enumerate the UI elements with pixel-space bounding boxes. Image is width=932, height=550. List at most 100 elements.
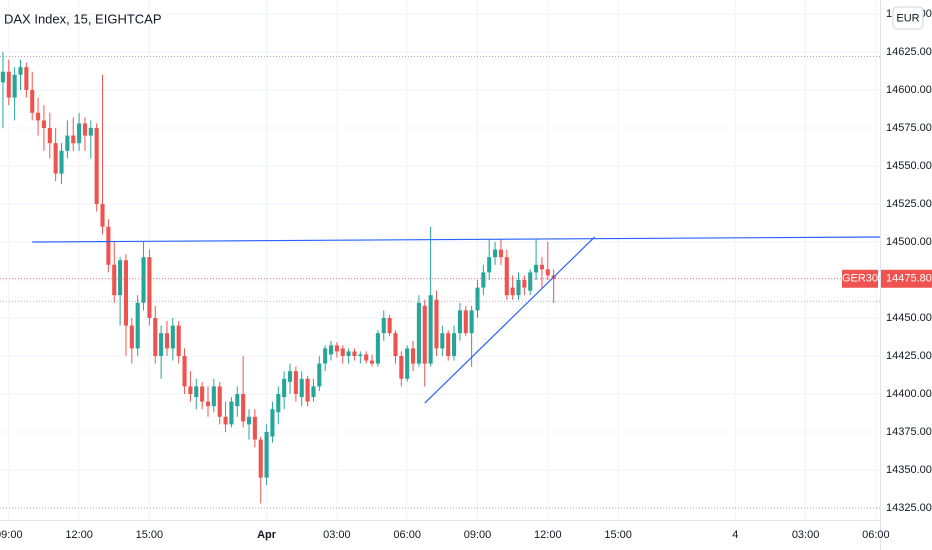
candle-body: [176, 325, 181, 356]
candle-body: [77, 123, 82, 144]
candle-body: [463, 310, 468, 334]
candle-body: [399, 355, 404, 379]
x-tick-label: 09:00: [0, 529, 23, 541]
chart-title: DAX Index, 15, EIGHTCAP: [4, 11, 162, 26]
x-tick-label: 03:00: [323, 529, 351, 541]
candle-body: [528, 272, 533, 291]
y-tick-label: 14350.00: [886, 464, 932, 476]
candle-body: [375, 333, 380, 364]
candle-body: [358, 354, 363, 356]
candle-body: [422, 305, 427, 364]
candle-body: [100, 203, 105, 227]
candle-body: [200, 386, 205, 402]
candle-body: [534, 264, 539, 273]
candle-body: [539, 264, 544, 270]
candle-body: [381, 317, 386, 334]
candle-body: [217, 386, 222, 417]
candle-body: [282, 378, 287, 398]
candle-body: [0, 71, 5, 83]
y-tick-label: 14375.00: [886, 426, 932, 438]
last-price-label: 14475.80: [886, 273, 932, 285]
candle-body: [129, 325, 134, 349]
candle-body: [182, 355, 187, 387]
candle-body: [30, 89, 35, 113]
x-tick-label: 12:00: [534, 529, 562, 541]
candle-body: [410, 348, 416, 364]
candle-body: [387, 317, 392, 334]
candle-body: [487, 257, 492, 273]
candle-body: [457, 310, 462, 334]
candle-body: [188, 386, 193, 394]
candle-body: [47, 127, 52, 144]
currency-label[interactable]: EUR: [896, 12, 919, 24]
y-tick-label: 14625.00: [886, 46, 932, 58]
candle-body: [510, 287, 515, 296]
y-tick-label: 14575.00: [886, 122, 932, 134]
candle-body: [364, 354, 369, 361]
x-tick-label: 4: [732, 529, 738, 541]
x-tick-label: 12:00: [65, 529, 93, 541]
candle-body: [211, 386, 216, 407]
candle-body: [393, 333, 398, 356]
y-tick-label: 14525.00: [886, 198, 932, 210]
candle-body: [416, 302, 421, 364]
candle-body: [241, 393, 246, 422]
candle-body: [36, 112, 41, 121]
candle-body: [41, 120, 46, 128]
candle-body: [428, 295, 433, 364]
candle-body: [246, 416, 252, 425]
symbol-label: GER30: [842, 273, 878, 285]
candle-body: [340, 348, 345, 356]
candle-body: [223, 416, 228, 425]
candle-body: [141, 257, 146, 303]
candle-body: [53, 143, 58, 174]
candle-body: [328, 345, 334, 355]
x-tick-label: Apr: [257, 529, 277, 541]
candle-body: [112, 264, 117, 296]
candle-body: [293, 371, 298, 394]
candle-body: [88, 127, 93, 136]
currency-button[interactable]: [892, 6, 924, 30]
candle-body: [194, 386, 199, 398]
candle-body: [452, 333, 457, 356]
candle-body: [346, 351, 351, 356]
x-tick-label: 06:00: [393, 529, 421, 541]
candle-body: [469, 310, 474, 334]
y-tick-label: 14500.00: [886, 236, 932, 248]
y-tick-label: 14400.00: [886, 388, 932, 400]
candle-body: [170, 325, 175, 349]
symbol-badge: [842, 269, 878, 288]
candle-body: [94, 127, 99, 204]
x-tick-label: 09:00: [464, 529, 492, 541]
x-tick-label: 15:00: [136, 529, 164, 541]
candle-body: [106, 226, 111, 265]
candle-body: [24, 67, 29, 90]
candle-body: [405, 348, 410, 379]
candle-body: [276, 393, 281, 413]
candle-body: [6, 71, 11, 98]
x-tick-label: 06:00: [862, 529, 890, 541]
candle-body: [498, 249, 503, 258]
candle-body: [352, 351, 357, 356]
y-tick-label: 14425.00: [886, 350, 932, 362]
candle-body: [334, 345, 339, 352]
candle-body: [545, 269, 550, 276]
y-tick-label: 14450.00: [886, 312, 932, 324]
candle-body: [12, 74, 17, 98]
candle-body: [369, 360, 375, 364]
candle-body: [481, 272, 486, 288]
candle-body: [147, 257, 152, 318]
candle-body: [516, 279, 521, 296]
candle-body: [71, 135, 76, 144]
candle-body: [522, 279, 527, 288]
candle-body: [235, 393, 240, 407]
candle-body: [123, 260, 129, 326]
candle-body: [229, 401, 234, 425]
y-tick-label: 14600.00: [886, 84, 932, 96]
candle-body: [475, 287, 480, 311]
candle-body: [446, 333, 451, 356]
candle-body: [135, 302, 140, 349]
y-tick-label: 14550.00: [886, 160, 932, 172]
